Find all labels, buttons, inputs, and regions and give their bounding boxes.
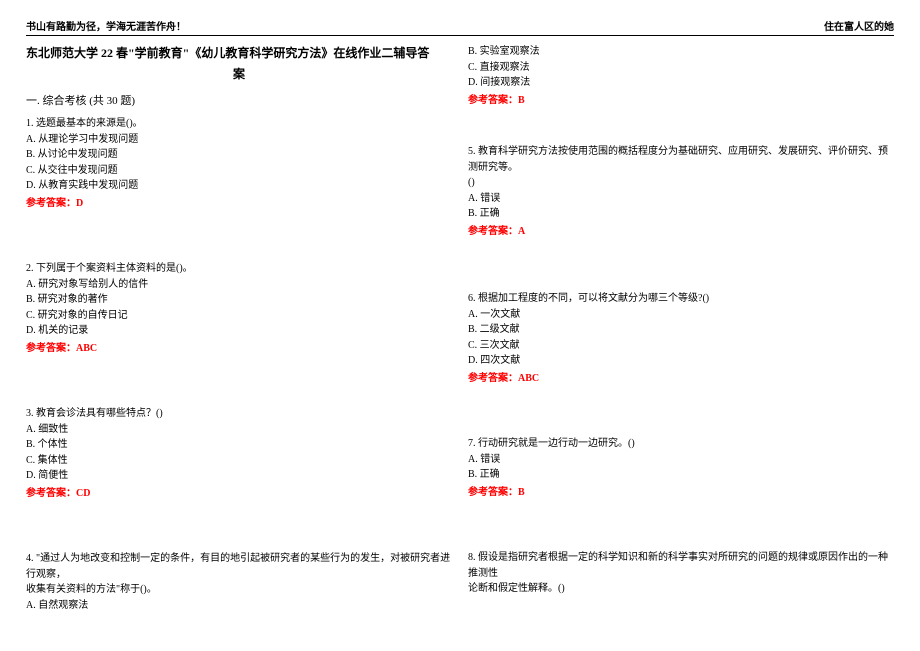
document-title-line2: 案 (26, 65, 452, 84)
q1-option-c: C. 从交往中发现问题 (26, 163, 452, 179)
spacer (468, 392, 894, 436)
q7-option-b: B. 正确 (468, 467, 894, 483)
two-column-layout: 东北师范大学 22 春"学前教育"《幼儿教育科学研究方法》在线作业二辅导答 案 … (26, 44, 894, 619)
q7-option-a: A. 错误 (468, 452, 894, 468)
q6-option-b: B. 二级文献 (468, 322, 894, 338)
q1-answer: 参考答案：D (26, 196, 452, 212)
q2-option-a: A. 研究对象写给别人的信件 (26, 277, 452, 293)
q7-answer: 参考答案：B (468, 485, 894, 501)
question-5: 5. 教育科学研究方法按使用范围的概括程度分为基础研究、应用研究、发展研究、评价… (468, 144, 894, 239)
q7-stem: 7. 行动研究就是一边行动一边研究。() (468, 436, 894, 452)
spacer (26, 507, 452, 551)
question-8: 8. 假设是指研究者根据一定的科学知识和新的科学事实对所研究的问题的规律或原因作… (468, 550, 894, 597)
q3-option-b: B. 个体性 (26, 437, 452, 453)
right-column: B. 实验室观察法 C. 直接观察法 D. 间接观察法 参考答案：B 5. 教育… (468, 44, 894, 619)
q1-stem: 1. 选题最基本的来源是()。 (26, 116, 452, 132)
q3-option-a: A. 细致性 (26, 422, 452, 438)
q2-stem: 2. 下列属于个案资料主体资料的是()。 (26, 261, 452, 277)
q4-stem-line2: 收集有关资料的方法"称于()。 (26, 582, 452, 598)
question-7: 7. 行动研究就是一边行动一边研究。() A. 错误 B. 正确 参考答案：B (468, 436, 894, 500)
q5-option-a: A. 错误 (468, 191, 894, 207)
page-header: 书山有路勤为径，学海无涯苦作舟！ 住在富人区的她 (26, 18, 894, 33)
spacer (468, 114, 894, 144)
spacer (468, 245, 894, 275)
question-3: 3. 教育会诊法具有哪些特点？() A. 细致性 B. 个体性 C. 集体性 D… (26, 406, 452, 501)
question-2: 2. 下列属于个案资料主体资料的是()。 A. 研究对象写给别人的信件 B. 研… (26, 261, 452, 356)
q4-stem-line1: 4. "通过人为地改变和控制一定的条件，有目的地引起被研究者的某些行为的发生，对… (26, 551, 452, 582)
question-6: 6. 根据加工程度的不同，可以将文献分为哪三个等级?() A. 一次文献 B. … (468, 291, 894, 386)
question-4-part1: 4. "通过人为地改变和控制一定的条件，有目的地引起被研究者的某些行为的发生，对… (26, 551, 452, 613)
section-heading: 一. 综合考核 (共 30 题) (26, 93, 452, 110)
question-1: 1. 选题最基本的来源是()。 A. 从理论学习中发现问题 B. 从讨论中发现问… (26, 116, 452, 211)
q3-option-c: C. 集体性 (26, 453, 452, 469)
q3-answer: 参考答案：CD (26, 486, 452, 502)
q2-answer: 参考答案：ABC (26, 341, 452, 357)
question-4-part2: B. 实验室观察法 C. 直接观察法 D. 间接观察法 参考答案：B (468, 44, 894, 108)
q6-option-c: C. 三次文献 (468, 338, 894, 354)
header-rule (26, 35, 894, 36)
spacer (26, 217, 452, 261)
q1-option-d: D. 从教育实践中发现问题 (26, 178, 452, 194)
q5-stem-line2: () (468, 175, 894, 191)
page: 书山有路勤为径，学海无涯苦作舟！ 住在富人区的她 东北师范大学 22 春"学前教… (0, 0, 920, 619)
q6-option-d: D. 四次文献 (468, 353, 894, 369)
q2-option-c: C. 研究对象的自传日记 (26, 308, 452, 324)
q8-stem-line1: 8. 假设是指研究者根据一定的科学知识和新的科学事实对所研究的问题的规律或原因作… (468, 550, 894, 581)
q3-stem: 3. 教育会诊法具有哪些特点？() (26, 406, 452, 422)
spacer (26, 362, 452, 406)
q4-option-a: A. 自然观察法 (26, 598, 452, 614)
q8-stem-line2: 论断和假定性解释。() (468, 581, 894, 597)
spacer (468, 506, 894, 550)
q5-answer: 参考答案：A (468, 224, 894, 240)
q4-option-d: D. 间接观察法 (468, 75, 894, 91)
q1-option-a: A. 从理论学习中发现问题 (26, 132, 452, 148)
q4-option-b: B. 实验室观察法 (468, 44, 894, 60)
q6-stem: 6. 根据加工程度的不同，可以将文献分为哪三个等级?() (468, 291, 894, 307)
q2-option-d: D. 机关的记录 (26, 323, 452, 339)
q2-option-b: B. 研究对象的著作 (26, 292, 452, 308)
q6-option-a: A. 一次文献 (468, 307, 894, 323)
q5-stem-line1: 5. 教育科学研究方法按使用范围的概括程度分为基础研究、应用研究、发展研究、评价… (468, 144, 894, 175)
document-title-line1: 东北师范大学 22 春"学前教育"《幼儿教育科学研究方法》在线作业二辅导答 (26, 44, 452, 63)
q5-option-b: B. 正确 (468, 206, 894, 222)
header-right: 住在富人区的她 (824, 18, 894, 33)
spacer (468, 275, 894, 291)
q1-option-b: B. 从讨论中发现问题 (26, 147, 452, 163)
q4-option-c: C. 直接观察法 (468, 60, 894, 76)
q6-answer: 参考答案：ABC (468, 371, 894, 387)
left-column: 东北师范大学 22 春"学前教育"《幼儿教育科学研究方法》在线作业二辅导答 案 … (26, 44, 452, 619)
q4-answer: 参考答案：B (468, 93, 894, 109)
q3-option-d: D. 简便性 (26, 468, 452, 484)
header-left: 书山有路勤为径，学海无涯苦作舟！ (26, 18, 186, 33)
